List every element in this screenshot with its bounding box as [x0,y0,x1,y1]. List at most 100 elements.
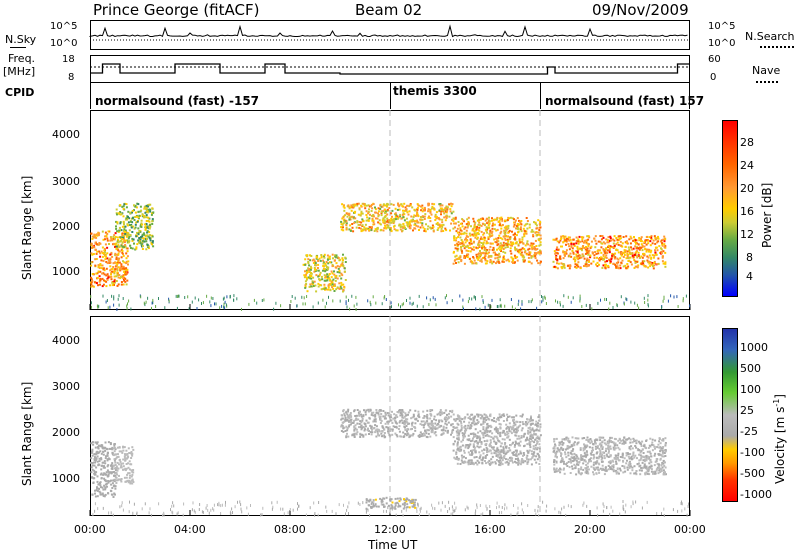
power-cell [126,234,129,237]
velocity-cell [379,418,382,421]
velocity-cell [519,421,522,424]
velocity-cell [468,453,471,456]
power-cell [664,245,667,248]
power-cell [511,257,514,260]
power-cell [101,246,104,249]
power-cell [369,226,372,229]
power-cell [331,253,334,256]
power-cell [605,238,608,241]
power-cell [689,304,691,308]
power-cell [512,225,515,228]
power-cell [653,260,656,263]
velocity-cell [408,506,411,509]
power-cell [108,260,111,263]
power-cell [158,297,159,300]
power-cell [603,250,606,253]
power-cell [93,235,96,238]
power-cell [304,258,307,261]
power-cell [125,217,128,220]
velocity-cell [467,424,470,427]
power-cell [596,256,598,259]
velocity-cell [521,427,524,430]
power-cell [497,247,500,250]
velocity-cell [632,454,635,457]
velocity-cell [93,477,96,480]
velocity-cell [461,418,464,421]
power-cell [110,275,113,278]
power-cell [500,244,503,247]
power-cell [509,237,512,240]
power-cell [413,214,416,217]
velocity-cell [100,493,103,496]
power-cell [627,256,629,259]
power-cell [502,248,505,250]
velocity-cell [97,483,100,486]
power-cell [311,259,314,262]
power-cell [121,232,124,235]
power-cell [606,260,608,263]
power-cell [469,250,472,253]
power-cell [590,240,593,243]
velocity-cell [356,422,359,425]
power-cell [309,254,311,257]
power-cell [560,237,563,240]
velocity-cell [375,409,378,411]
velocity-cell [381,500,384,503]
velocity-cell [115,471,118,474]
power-cell [141,236,144,239]
power-cell [99,255,102,258]
power-cell [612,263,615,265]
velocity-cell [381,498,383,501]
power-cell [613,239,616,242]
power-cell [452,262,455,265]
velocity-cell [514,460,516,463]
velocity-cell [401,416,404,419]
velocity-cbar-tick: -100 [740,446,765,459]
power-cell [656,237,659,240]
power-cell [355,226,358,229]
power-cell [486,217,489,220]
power-cell [327,262,330,265]
power-cell [342,283,345,286]
power-cell [585,261,588,264]
velocity-cell [421,433,424,436]
velocity-cell [443,417,446,420]
power-cell [126,255,129,258]
power-cell [102,279,105,282]
power-cell [506,242,509,245]
power-cell [463,256,466,259]
power-cell [504,219,507,222]
power-cell [470,242,473,245]
power-cell [636,266,639,269]
velocity-cell [602,460,604,463]
power-cell [484,259,487,262]
velocity-cell [460,424,463,427]
velocity-cell [358,426,360,429]
velocity-cell [130,457,133,459]
velocity-cell [535,433,538,436]
power-cell [342,290,344,293]
velocity-cell [506,433,509,436]
power-cell [429,217,432,219]
velocity-cell [96,442,98,445]
power-cell [496,305,498,308]
velocity-cell [109,443,112,446]
power-cell [145,248,148,251]
power-cell [482,300,484,304]
power-cell [555,237,558,240]
velocity-cell [353,419,356,422]
power-cell [365,227,368,230]
power-cell [109,253,112,256]
power-cell [519,228,522,231]
power-cell [224,300,226,304]
power-cell [491,242,494,245]
power-cell [133,242,135,245]
power-cell [358,221,361,223]
velocity-cell [529,446,532,449]
velocity-cell [104,457,107,460]
velocity-cell [590,453,593,456]
power-cell [487,303,489,307]
power-cell [626,252,629,255]
power-cell [342,205,345,208]
velocity-cell [382,426,385,429]
